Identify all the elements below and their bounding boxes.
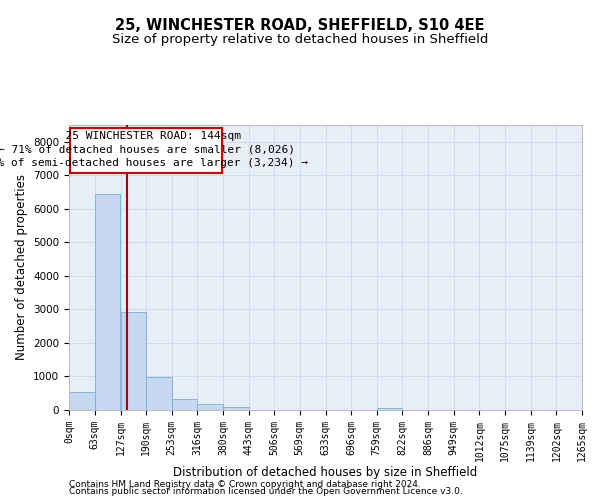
FancyBboxPatch shape xyxy=(70,128,222,172)
Text: 25 WINCHESTER ROAD: 144sqm
← 71% of detached houses are smaller (8,026)
29% of s: 25 WINCHESTER ROAD: 144sqm ← 71% of deta… xyxy=(0,132,308,168)
Text: Contains public sector information licensed under the Open Government Licence v3: Contains public sector information licen… xyxy=(69,488,463,496)
Y-axis label: Number of detached properties: Number of detached properties xyxy=(14,174,28,360)
Bar xyxy=(121,312,146,410)
Bar xyxy=(69,392,95,410)
Bar xyxy=(197,404,223,410)
Bar xyxy=(172,398,197,410)
Text: Contains HM Land Registry data © Crown copyright and database right 2024.: Contains HM Land Registry data © Crown c… xyxy=(69,480,421,489)
Bar xyxy=(95,194,120,410)
Bar xyxy=(223,406,248,410)
Text: 25, WINCHESTER ROAD, SHEFFIELD, S10 4EE: 25, WINCHESTER ROAD, SHEFFIELD, S10 4EE xyxy=(115,18,485,32)
Bar xyxy=(377,408,403,410)
Text: Size of property relative to detached houses in Sheffield: Size of property relative to detached ho… xyxy=(112,32,488,46)
Bar xyxy=(146,377,172,410)
X-axis label: Distribution of detached houses by size in Sheffield: Distribution of detached houses by size … xyxy=(173,466,478,479)
